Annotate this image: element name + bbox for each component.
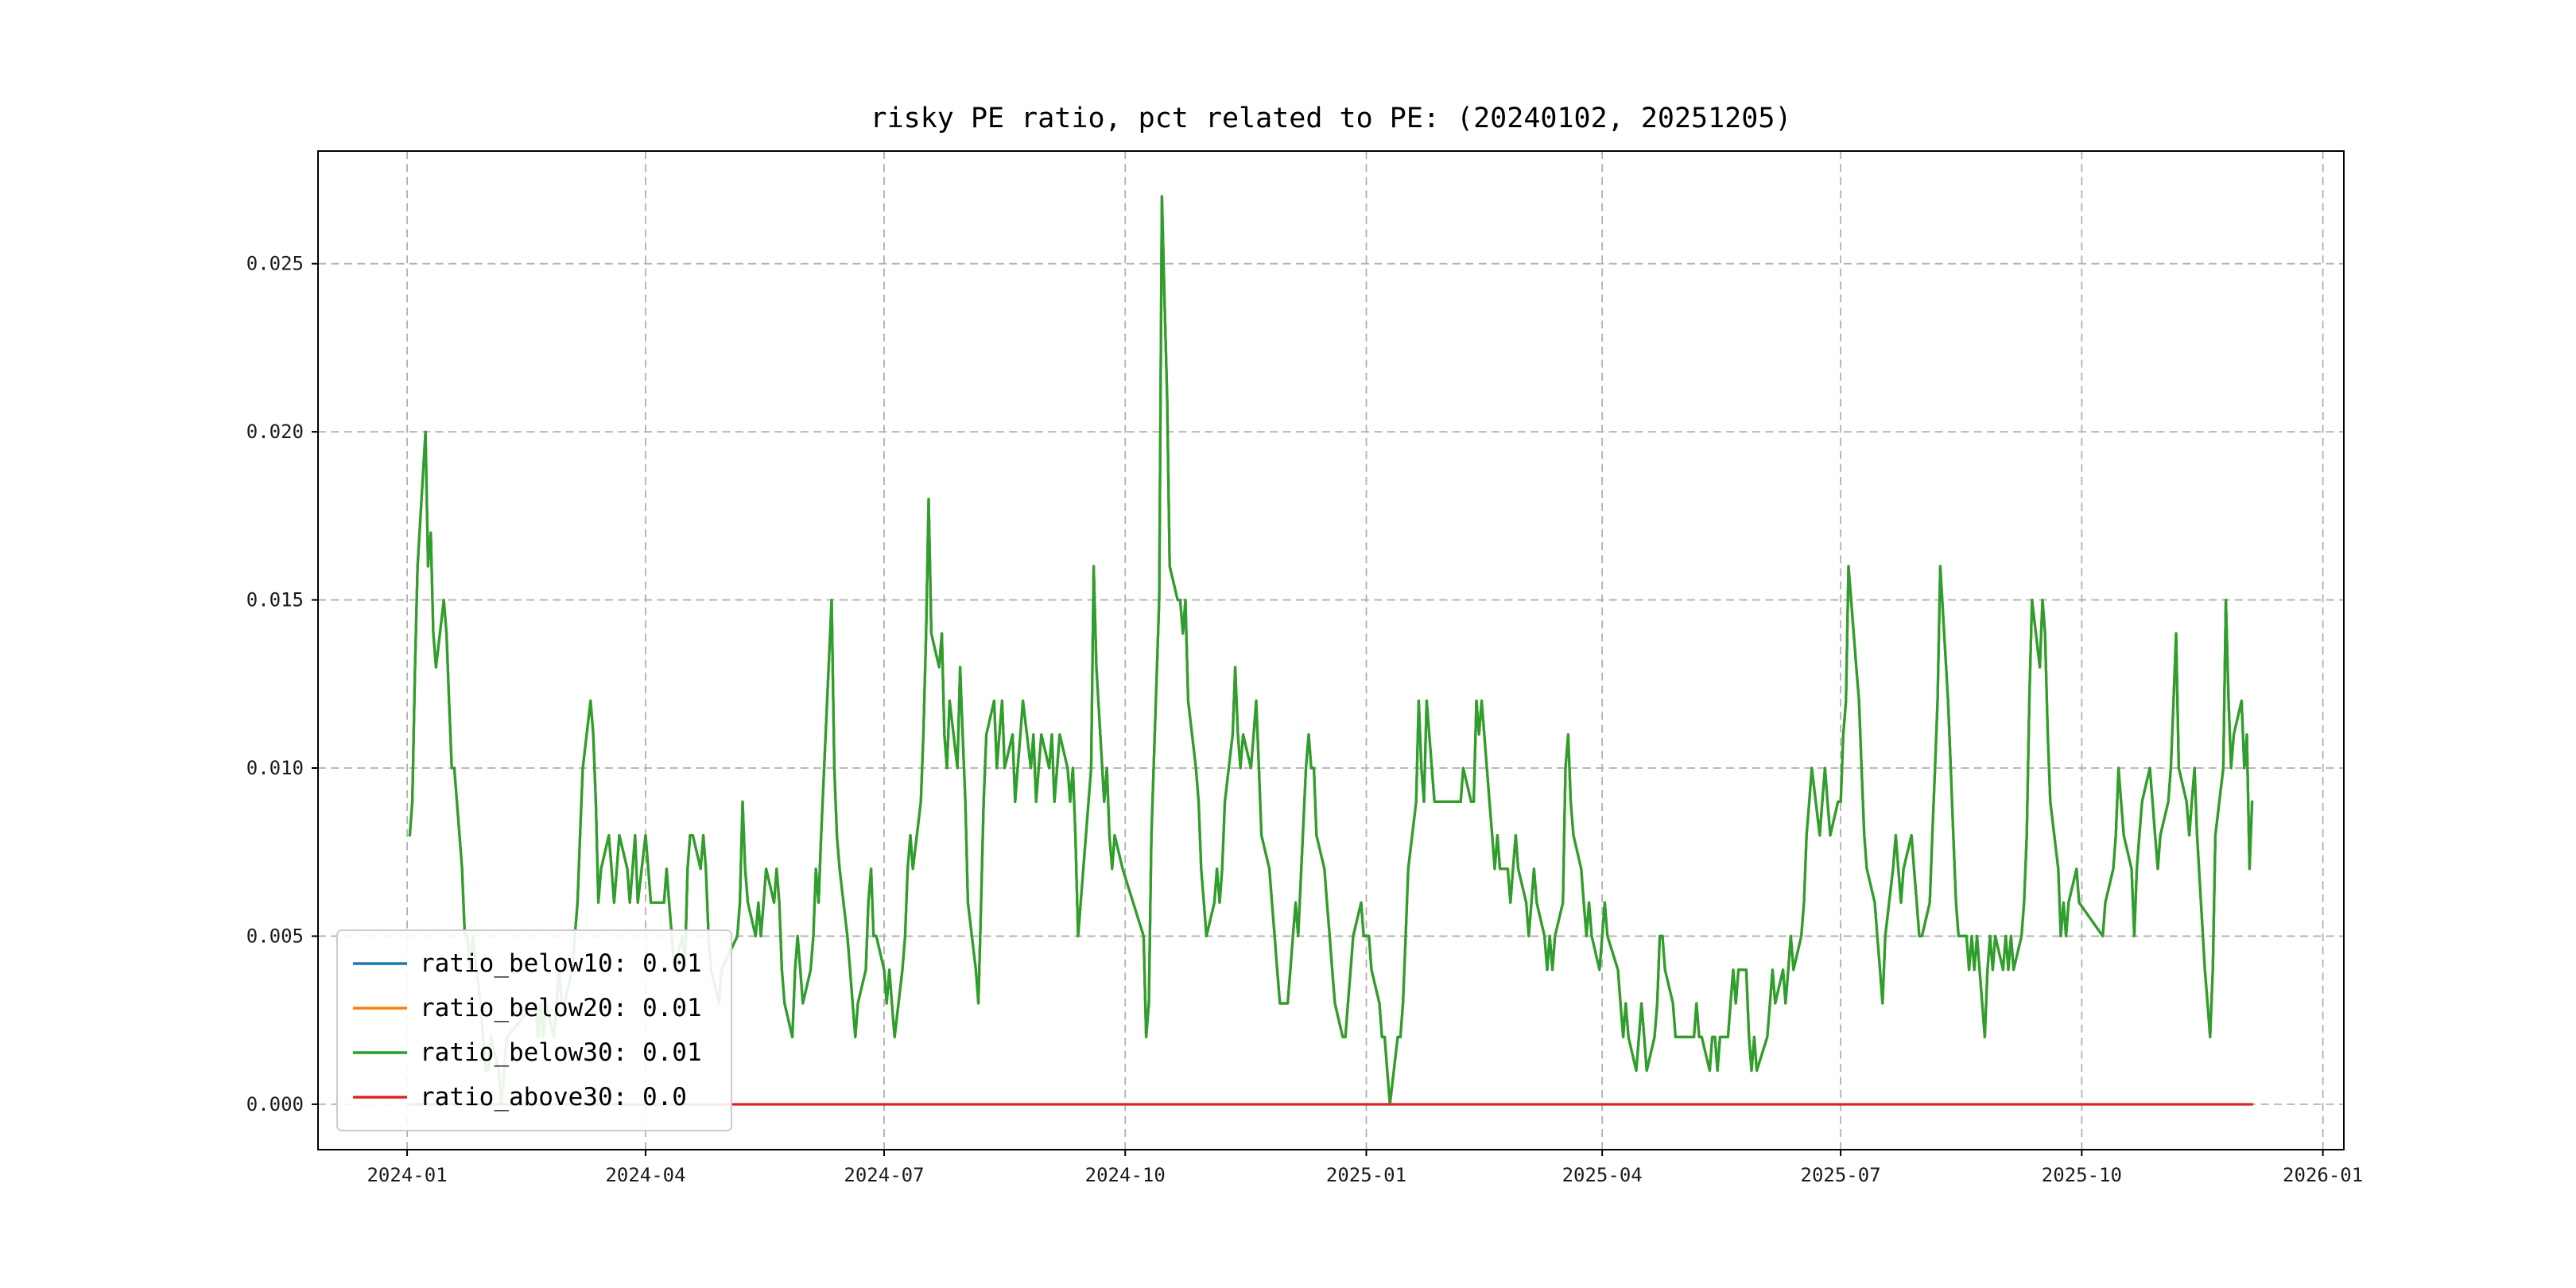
- x-tick-label: 2026-01: [2283, 1164, 2363, 1186]
- legend-label-ratio_above30: ratio_above30: 0.0: [420, 1083, 687, 1111]
- x-tick-label: 2025-01: [1326, 1164, 1406, 1186]
- x-tick-label: 2025-07: [1801, 1164, 1881, 1186]
- plot-border: [317, 150, 2345, 1150]
- x-tick-label: 2024-10: [1085, 1164, 1166, 1186]
- y-tick-label: 0.010: [246, 757, 304, 779]
- legend-label-ratio_below30: ratio_below30: 0.01: [420, 1038, 702, 1067]
- x-tick-label: 2024-01: [367, 1164, 447, 1186]
- y-tick-label: 0.015: [246, 589, 304, 611]
- y-tick-label: 0.005: [246, 925, 304, 947]
- x-tick-label: 2024-04: [605, 1164, 685, 1186]
- x-tick-label: 2025-10: [2042, 1164, 2122, 1186]
- legend-layer: ratio_below10: 0.01 ratio_below20: 0.01 ra…: [336, 929, 732, 1131]
- x-tick-label: 2025-04: [1562, 1164, 1643, 1186]
- y-tick-label: 0.000: [246, 1093, 304, 1115]
- y-tick-label: 0.025: [246, 253, 304, 275]
- axes-layer: 2024-01 2024-04 2024-07 2024-10 2025-01 2025-…: [246, 150, 2363, 1186]
- legend-label-ratio_below10: ratio_below10: 0.01: [420, 949, 702, 978]
- legend-label-ratio_below20: ratio_below20: 0.01: [420, 994, 702, 1022]
- x-tick-label: 2024-07: [844, 1164, 924, 1186]
- y-tick-label: 0.020: [246, 421, 304, 443]
- chart-title: risky PE ratio, pct related to PE: (2024…: [871, 103, 1792, 134]
- legend-box: [336, 929, 732, 1131]
